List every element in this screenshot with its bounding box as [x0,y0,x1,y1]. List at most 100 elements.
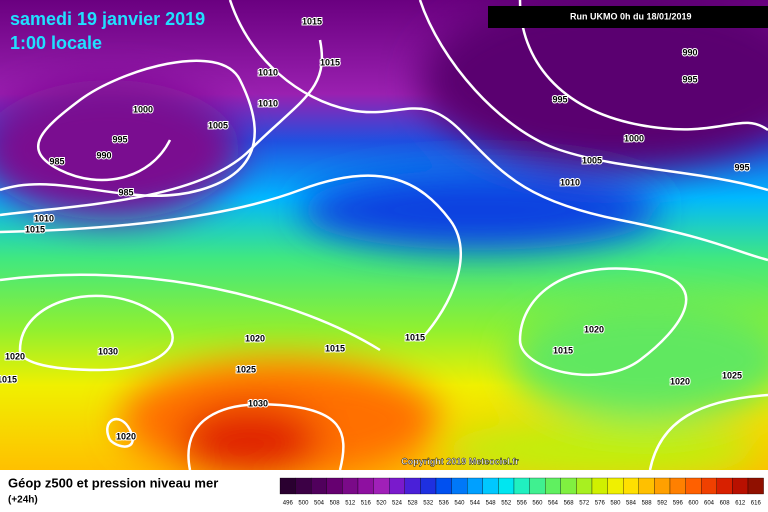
isobar-label: 1005 [208,120,228,130]
scale-swatch [701,477,717,495]
scale-swatch [732,477,749,495]
scale-swatch [357,477,374,495]
scale-label: 580 [610,501,621,507]
isobar-label: 1030 [248,398,268,408]
isobar-label: 1015 [302,16,322,26]
map: 1015101510101010100510009959909859851010… [0,0,768,480]
scale-swatch [638,477,655,495]
scale-swatch [404,477,421,495]
scale-label: 536 [439,501,450,507]
scale-label: 512 [345,501,356,507]
scale-label: 532 [423,501,434,507]
footer-lead: (+24h) [8,495,38,506]
scale-swatch [607,477,624,495]
isobar-label: 1030 [98,346,118,356]
scale-label: 540 [454,501,465,507]
scale-label: 504 [314,501,325,507]
scale-label: 600 [688,501,699,507]
scale-label: 568 [564,501,575,507]
scale-label: 496 [283,501,294,507]
scale-label: 588 [642,501,653,507]
isobar-label: 1015 [405,332,425,342]
run-box [488,6,768,28]
scale-label: 560 [532,501,543,507]
isobar-label: 1015 [25,224,45,234]
scale-label: 596 [673,501,684,507]
scale-swatch [311,477,327,495]
scale-swatch [498,477,515,495]
scale-swatch [279,477,296,495]
scale-label: 592 [657,501,668,507]
scale-swatch [716,477,733,495]
scale-swatch [654,477,671,495]
scale-swatch [685,477,702,495]
scale-label: 604 [704,501,715,507]
copyright: Copyright 2019 Meteociel.fr [401,456,519,466]
scale-label: 516 [361,501,372,507]
scale-swatch [389,477,405,495]
scale-label: 612 [735,501,746,507]
scale-swatch [435,477,452,495]
scale-label: 616 [751,501,762,507]
scale-swatch [560,477,577,495]
scale-label: 508 [330,501,341,507]
isobar-label: 1010 [258,98,278,108]
scale-label: 524 [392,501,403,507]
isobar-label: 1020 [670,376,690,386]
isobar-label: 985 [49,156,64,166]
scale-swatch [591,477,608,495]
isobar-label: 1020 [5,351,25,361]
scale-swatch [467,477,483,495]
isobar-label: 990 [682,47,697,57]
isobar-label: 1020 [116,431,136,441]
title: samedi 19 janvier 2019 [10,9,205,29]
subtitle: 1:00 locale [10,33,102,53]
scale-swatch [420,477,437,495]
scale-label: 564 [548,501,559,507]
scale-label: 572 [579,501,590,507]
scale-swatch [623,477,639,495]
scale-swatch [747,477,764,495]
isobar-label: 1015 [320,57,340,67]
isobar-label: 995 [112,134,127,144]
scale-label: 548 [486,501,497,507]
isobar-label: 1005 [582,155,602,165]
scale-swatch [451,477,468,495]
scale-label: 556 [517,501,528,507]
isobar-label: 1010 [258,67,278,77]
scale-label: 608 [720,501,731,507]
isobar-label: 985 [118,187,133,197]
isobar-label: 1015 [553,345,573,355]
scale-swatch [576,477,593,495]
scale-label: 552 [501,501,512,507]
isobar-label: 990 [96,150,111,160]
isobar-label: 1000 [133,104,153,114]
scale-label: 544 [470,501,481,507]
isobar-label: 1025 [236,364,256,374]
scale-label: 584 [626,501,637,507]
isobar-label: 1020 [584,324,604,334]
isobar-label: 995 [682,74,697,84]
scale-swatch [545,477,561,495]
isobar-label: 1020 [245,333,265,343]
scale-label: 528 [408,501,419,507]
scale-swatch [482,477,499,495]
isobar-label: 1010 [34,213,54,223]
footer-title: Géop z500 et pression niveau mer [8,475,218,490]
scale-swatch [529,477,546,495]
scale-swatch [342,477,359,495]
scale-label: 500 [298,501,309,507]
isobar-label: 1000 [624,133,644,143]
scale-label: 520 [376,501,387,507]
isobar-label: 1025 [722,370,742,380]
scale-label: 576 [595,501,606,507]
run-label: Run UKMO 0h du 18/01/2019 [570,11,692,21]
isobar-label: 1010 [560,177,580,187]
scale-swatch [373,477,390,495]
scale-swatch [295,477,312,495]
scale-swatch [326,477,343,495]
scale-swatch [513,477,530,495]
color-scale: 496 500 504 508 512 516 520 524 528 532 536 540 544 5… [279,477,764,507]
isobar-label: 995 [552,94,567,104]
